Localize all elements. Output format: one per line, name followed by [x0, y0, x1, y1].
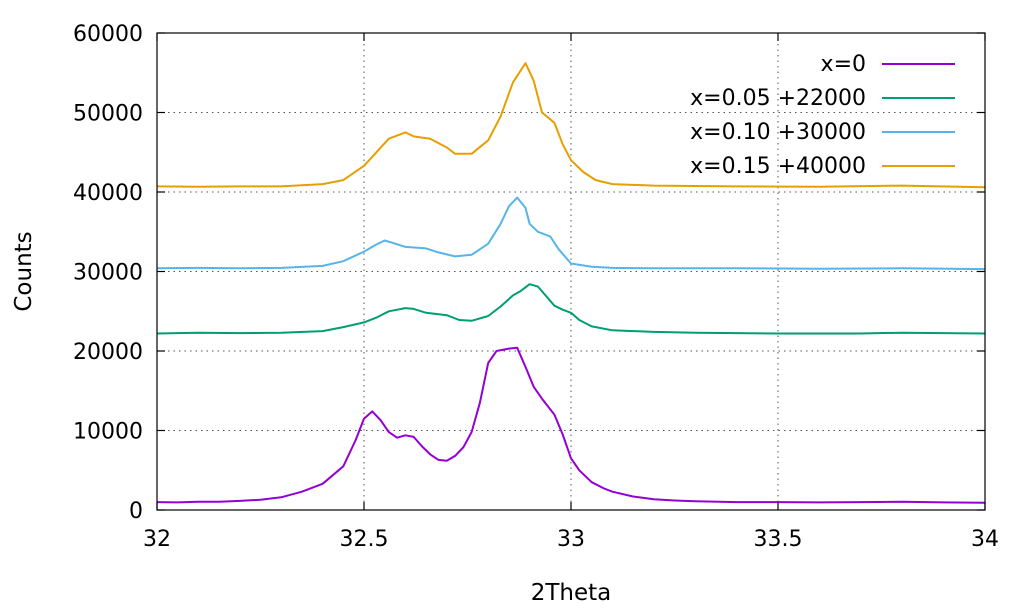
- x-tick-label: 33: [557, 527, 585, 552]
- x-tick-label: 32.5: [340, 527, 389, 552]
- y-tick-label: 60000: [73, 22, 143, 47]
- grid: [157, 33, 985, 510]
- ticks: [156, 32, 986, 511]
- x-tick-label: 34: [971, 527, 999, 552]
- y-tick-label: 30000: [73, 261, 143, 286]
- legend-label: x=0: [821, 52, 866, 77]
- y-tick-label: 10000: [73, 420, 143, 445]
- y-tick-label: 40000: [73, 181, 143, 206]
- legend-label: x=0.10 +30000: [690, 120, 866, 145]
- y-tick-label: 50000: [73, 102, 143, 127]
- series-line-4: [156, 62, 986, 189]
- x-tick-label: 33.5: [754, 527, 803, 552]
- x-axis-label: 2Theta: [531, 580, 612, 606]
- series-line-3: [156, 196, 986, 271]
- legend: x=0 x=0.05 +22000 x=0.10 +30000 x=0.15 +400…: [690, 52, 955, 179]
- tick-labels: 32 32.5 33 33.5 34 0 10000 20000 30000 40000 50000…: [73, 22, 999, 552]
- y-tick-label: 0: [129, 499, 143, 524]
- series-line-2: [156, 283, 986, 335]
- series-lines: [156, 62, 986, 504]
- series-line-1: [156, 346, 986, 504]
- legend-label: x=0.15 +40000: [690, 154, 866, 179]
- y-tick-label: 20000: [73, 340, 143, 365]
- legend-label: x=0.05 +22000: [690, 86, 866, 111]
- y-axis-label: Counts: [11, 231, 37, 311]
- x-tick-label: 32: [143, 527, 171, 552]
